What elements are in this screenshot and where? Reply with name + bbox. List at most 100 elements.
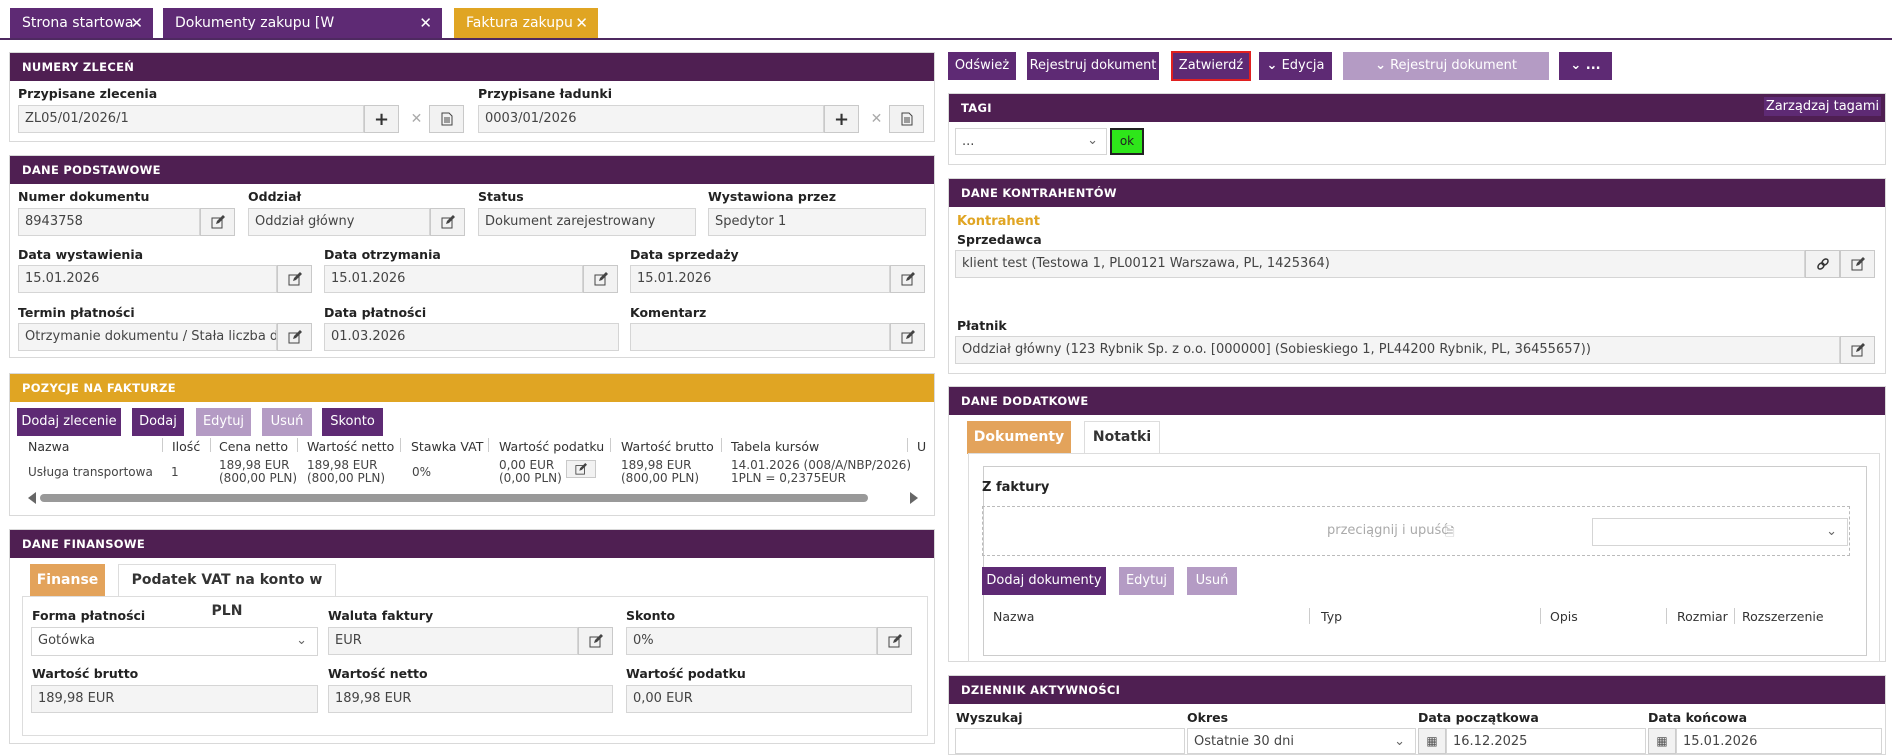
scrollbar-thumb[interactable] — [40, 494, 868, 502]
add-zlecenie-button[interactable]: + — [364, 105, 399, 133]
zatwierdz-button[interactable]: Zatwierdź — [1171, 51, 1251, 81]
column-header[interactable]: Wartość brutto — [621, 439, 714, 454]
wystawiona-field: Spedytor 1 — [708, 208, 926, 236]
data-wystawienia-field[interactable]: 15.01.2026 — [18, 265, 277, 293]
tab-podatek-vat[interactable]: Podatek VAT na konto w PLN — [118, 564, 336, 619]
rejestruj-powiazany-button[interactable]: ⌄ Rejestruj dokument powiązany — [1343, 52, 1549, 101]
zlecenia-field[interactable]: ZL05/01/2026/1 — [18, 105, 364, 133]
close-icon[interactable]: ✕ — [575, 14, 588, 32]
column-header[interactable]: Opis — [1550, 609, 1578, 624]
cell-ilosc: 1 — [171, 465, 179, 479]
edit-sprzedawca-button[interactable] — [1840, 250, 1875, 278]
column-header[interactable]: Typ — [1321, 609, 1343, 624]
edit-data-otrzymania-button[interactable] — [583, 265, 618, 293]
edit-waluta-button[interactable] — [578, 627, 613, 655]
column-header[interactable]: Rozmiar — [1677, 609, 1728, 624]
edit-skonto-button[interactable] — [877, 627, 912, 655]
tab-finanse[interactable]: Finanse — [30, 564, 105, 597]
oddzial-field[interactable]: Oddział główny — [248, 208, 430, 236]
forma-platnosci-select[interactable]: Gotówka ⌄ — [31, 627, 318, 656]
sprzedawca-field[interactable]: klient test (Testowa 1, PL00121 Warszawa… — [955, 250, 1805, 278]
tag-select[interactable]: ... ⌄ — [955, 128, 1107, 155]
dropzone[interactable]: przeciągnij i upuść 🗎 — [982, 506, 1850, 556]
column-header[interactable]: Wartość podatku — [499, 439, 605, 454]
calendar-icon[interactable]: ▦ — [1648, 728, 1676, 754]
document-type-select[interactable]: ⌄ — [1592, 518, 1848, 546]
waluta-field[interactable]: EUR — [328, 627, 578, 655]
column-header[interactable]: Ilość — [172, 439, 201, 454]
column-header[interactable]: Rozszerzenie — [1742, 609, 1824, 624]
tab-dokumenty[interactable]: Dokumenty — [967, 421, 1071, 454]
data-otrzymania-field[interactable]: 15.01.2026 — [324, 265, 583, 293]
wartosc-podatku-label: Wartość podatku — [626, 666, 746, 681]
tab-faktura-zakupu[interactable]: Faktura zakupu ✕ — [454, 8, 598, 38]
data-sprzedazy-field[interactable]: 15.01.2026 — [630, 265, 890, 293]
waluta-label: Waluta faktury — [328, 608, 434, 623]
edit-data-wystawienia-button[interactable] — [277, 265, 312, 293]
komentarz-field[interactable] — [630, 323, 890, 351]
platnik-label: Płatnik — [957, 318, 1007, 333]
wyszukaj-input[interactable] — [955, 728, 1185, 754]
odswiez-button[interactable]: Odśwież — [948, 52, 1016, 80]
calendar-icon[interactable]: ▦ — [1418, 728, 1446, 754]
more-label: ... — [1585, 58, 1601, 73]
usun-dokument-button[interactable]: Usuń — [1187, 567, 1237, 595]
clear-ladunek-button[interactable]: ✕ — [859, 105, 894, 133]
more-button[interactable]: ⌄ ... — [1559, 52, 1612, 80]
chevron-down-icon: ⌄ — [1087, 133, 1098, 148]
data-poczatkowa-field[interactable]: 16.12.2025 — [1446, 728, 1646, 754]
edit-platnik-button[interactable] — [1840, 336, 1875, 364]
column-header[interactable]: Nazwa — [28, 439, 70, 454]
dodaj-dokumenty-button[interactable]: Dodaj dokumenty — [982, 567, 1106, 595]
tab-dokumenty-zakupu[interactable]: Dokumenty zakupu [W przygotowaniu]✕ — [163, 8, 442, 61]
dodaj-pozycja-button[interactable]: Dodaj — [132, 408, 184, 436]
edit-termin-button[interactable] — [277, 323, 312, 351]
close-icon[interactable]: ✕ — [419, 14, 432, 32]
edit-oddzial-button[interactable] — [430, 208, 465, 236]
okres-select[interactable]: Ostatnie 30 dni ⌄ — [1187, 728, 1416, 754]
column-header[interactable]: Nazwa — [993, 609, 1035, 624]
dane-dodatkowe-section: DANE DODATKOWE — [948, 386, 1886, 662]
add-ladunek-button[interactable]: + — [824, 105, 859, 133]
scroll-left-icon[interactable] — [28, 492, 36, 504]
data-koncowa-field[interactable]: 15.01.2026 — [1676, 728, 1882, 754]
edit-data-sprzedazy-button[interactable] — [890, 265, 925, 293]
ladunki-field[interactable]: 0003/01/2026 — [478, 105, 824, 133]
usun-pozycja-button[interactable]: Usuń — [262, 408, 312, 436]
termin-label: Termin płatności — [18, 305, 135, 320]
cell-tabela-kursow: 14.01.2026 (008/A/NBP/2026) — [731, 458, 912, 472]
column-header[interactable]: Tabela kursów — [731, 439, 820, 454]
numer-field[interactable]: 8943758 — [18, 208, 200, 236]
horizontal-scrollbar[interactable] — [22, 492, 922, 504]
edytuj-dokument-button[interactable]: Edytuj — [1119, 567, 1174, 595]
edytuj-pozycja-button[interactable]: Edytuj — [196, 408, 251, 436]
tab-notatki[interactable]: Notatki — [1084, 421, 1160, 454]
edycja-button[interactable]: ⌄ Edycja — [1259, 52, 1332, 80]
edit-numer-button[interactable] — [200, 208, 235, 236]
rejestruj-dokument-button[interactable]: Rejestruj dokument — [1027, 52, 1159, 80]
edycja-label: Edycja — [1281, 58, 1325, 73]
table-row[interactable]: Usługa transportowa 1 189,98 EUR (800,00… — [18, 458, 928, 488]
column-header[interactable]: U — [917, 439, 927, 454]
tab-strona-startowa[interactable]: Strona startowa ✕ — [10, 8, 153, 38]
column-header[interactable]: Cena netto — [219, 439, 289, 454]
column-header[interactable]: Stawka VAT — [411, 439, 484, 454]
edit-komentarz-button[interactable] — [890, 323, 925, 351]
termin-field[interactable]: Otrzymanie dokumentu / Stała liczba dni … — [18, 323, 277, 351]
edit-podatek-button[interactable] — [566, 460, 596, 478]
data-otrzymania-label: Data otrzymania — [324, 247, 441, 262]
dane-kontrahentow-section: DANE KONTRAHENTÓW — [948, 178, 1886, 374]
document-ladunek-button[interactable] — [889, 105, 924, 133]
platnik-field[interactable]: Oddział główny (123 Rybnik Sp. z o.o. [0… — [955, 336, 1840, 364]
link-sprzedawca-button[interactable] — [1805, 250, 1840, 278]
skonto-field[interactable]: 0% — [626, 627, 877, 655]
document-zlecenie-button[interactable] — [429, 105, 464, 133]
column-header[interactable]: Wartość netto — [307, 439, 395, 454]
dodaj-zlecenie-button[interactable]: Dodaj zlecenie — [17, 408, 121, 436]
scroll-right-icon[interactable] — [910, 492, 918, 504]
ok-button[interactable]: ok — [1110, 128, 1144, 155]
skonto-button[interactable]: Skonto — [322, 408, 383, 436]
clear-zlecenie-button[interactable]: ✕ — [399, 105, 434, 133]
zarzadzaj-tagami-button[interactable]: Zarządzaj tagami — [1764, 97, 1881, 116]
close-icon[interactable]: ✕ — [130, 14, 143, 32]
